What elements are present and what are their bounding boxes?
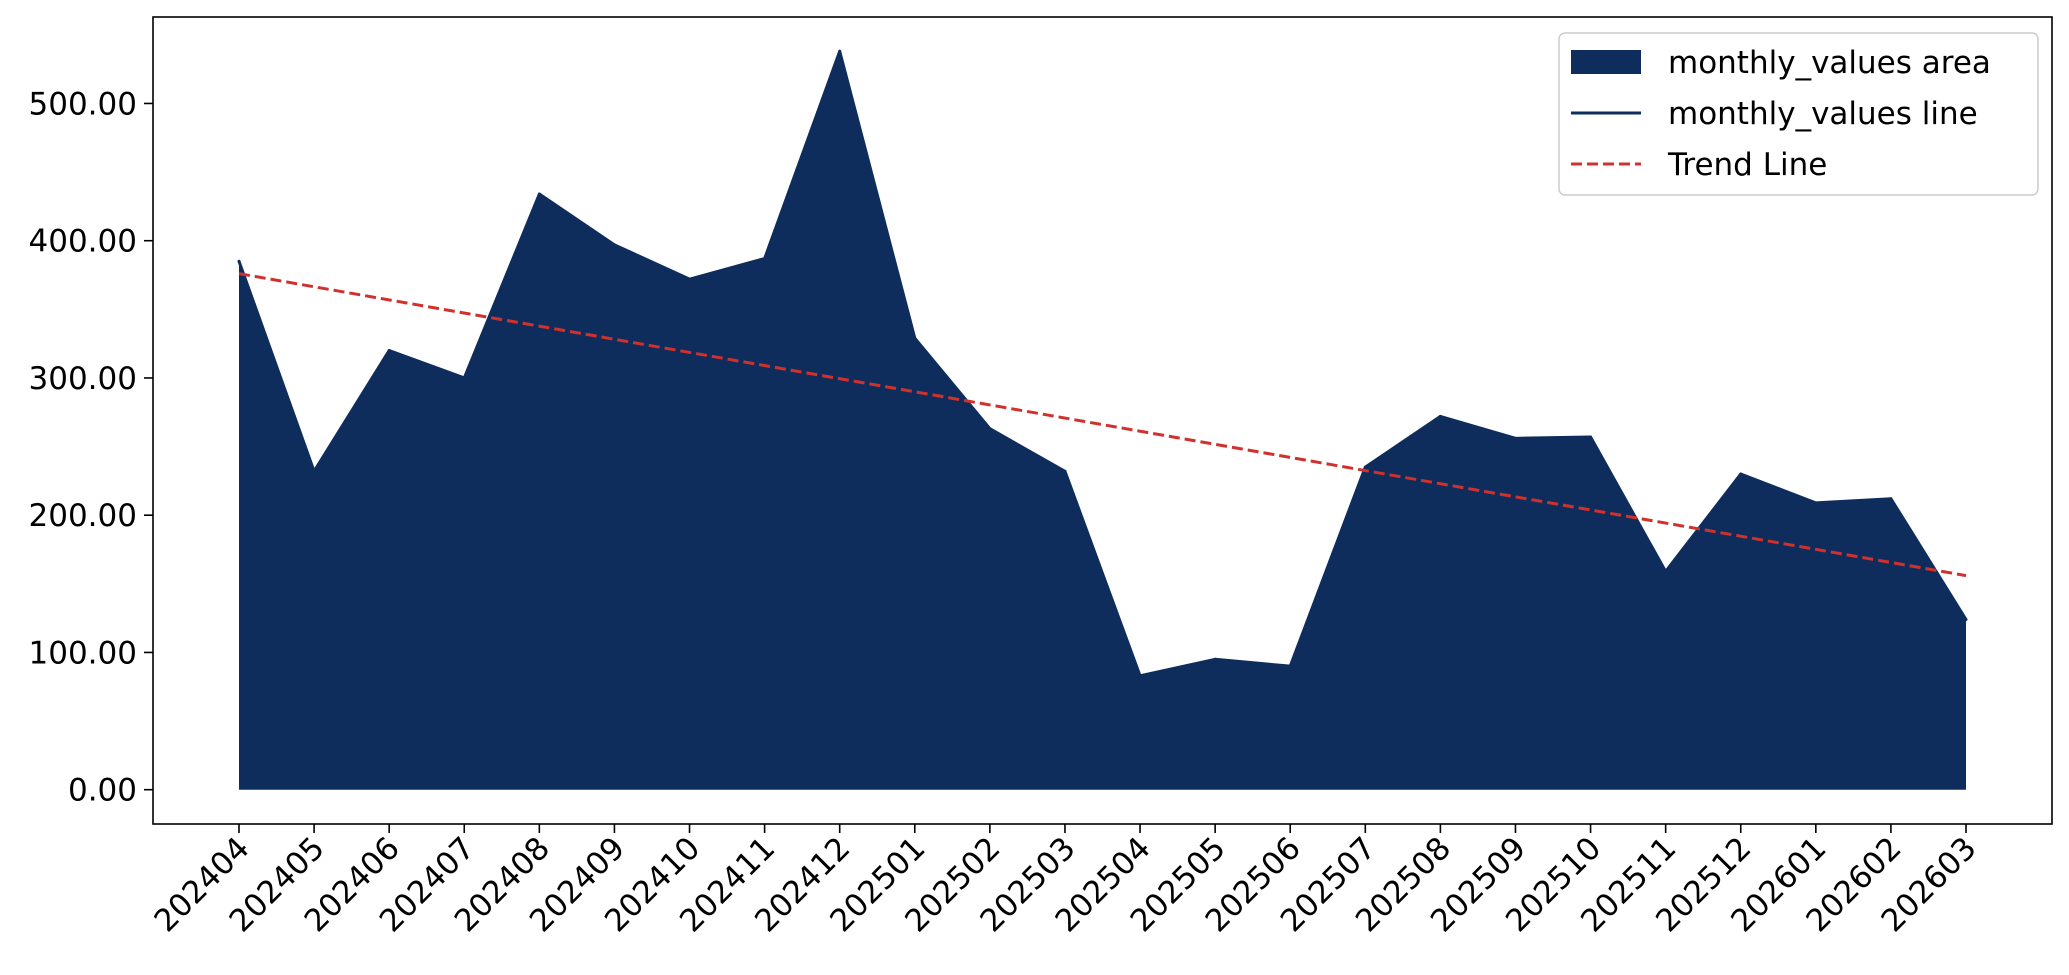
legend-label-line: monthly_values line xyxy=(1668,96,1978,132)
data-point-202405 xyxy=(312,469,316,473)
y-tick-label-0: 0.00 xyxy=(68,773,137,809)
data-point-202410 xyxy=(688,277,692,281)
data-point-202510 xyxy=(1589,435,1593,439)
data-point-202412 xyxy=(838,49,842,53)
data-point-202504 xyxy=(1138,674,1142,678)
data-point-202506 xyxy=(1288,664,1292,668)
legend-label-trend: Trend Line xyxy=(1667,147,1827,183)
data-point-202508 xyxy=(1438,414,1442,418)
data-point-202411 xyxy=(763,257,767,261)
plot-layer xyxy=(237,49,1968,790)
y-tick-label-2: 200.00 xyxy=(29,498,137,534)
data-point-202503 xyxy=(1063,469,1067,473)
y-tick-label-3: 300.00 xyxy=(29,361,137,397)
y-tick-label-5: 500.00 xyxy=(29,86,137,122)
data-point-202507 xyxy=(1363,465,1367,469)
data-point-202601 xyxy=(1814,501,1818,505)
data-point-202602 xyxy=(1889,497,1893,501)
data-point-202509 xyxy=(1513,436,1517,440)
legend-box xyxy=(1558,32,2039,196)
legend-swatch-area xyxy=(1571,50,1641,74)
trend-line xyxy=(238,272,1967,578)
data-point-202511 xyxy=(1664,569,1668,573)
y-tick-label-1: 100.00 xyxy=(29,635,137,671)
data-point-202603 xyxy=(1964,618,1968,622)
data-point-202407 xyxy=(462,376,466,380)
area-fill xyxy=(239,51,1966,790)
legend: monthly_values area monthly_values line … xyxy=(1558,32,2039,196)
data-point-202408 xyxy=(537,192,541,196)
data-point-202409 xyxy=(612,243,616,247)
series-line xyxy=(237,49,1968,678)
data-point-202501 xyxy=(913,336,917,340)
data-point-202505 xyxy=(1213,657,1217,661)
y-tick-label-4: 400.00 xyxy=(29,224,137,260)
y-axis: 0.00 100.00 200.00 300.00 400.00 500.00 xyxy=(29,86,153,809)
data-point-202406 xyxy=(387,349,391,353)
legend-label-area: monthly_values area xyxy=(1668,45,1991,81)
data-point-202404 xyxy=(237,259,241,263)
plot-frame xyxy=(152,16,2053,825)
data-point-202502 xyxy=(988,427,992,431)
data-point-202512 xyxy=(1739,472,1743,476)
